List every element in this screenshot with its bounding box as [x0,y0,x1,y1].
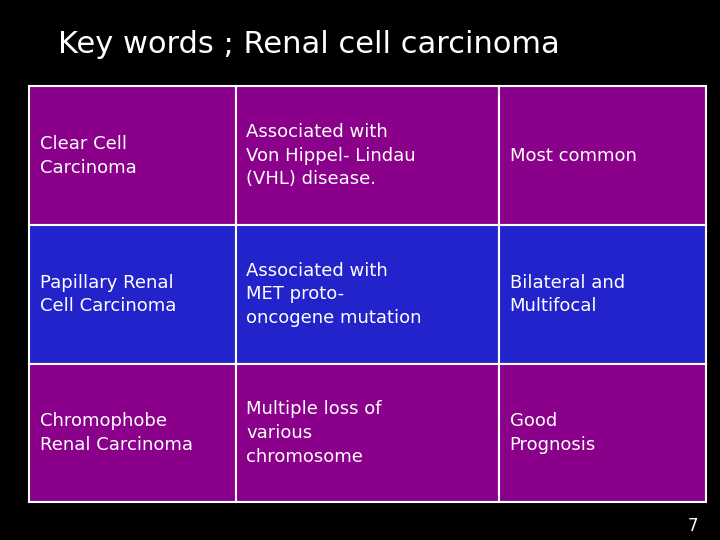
Text: Key words ; Renal cell carcinoma: Key words ; Renal cell carcinoma [58,30,559,59]
Bar [29,363,235,502]
Text: Papillary Renal
Cell Carcinoma: Papillary Renal Cell Carcinoma [40,273,176,315]
Text: Chromophobe
Renal Carcinoma: Chromophobe Renal Carcinoma [40,412,193,454]
Text: Most common: Most common [510,147,636,165]
Text: Clear Cell
Carcinoma: Clear Cell Carcinoma [40,135,136,177]
Bar [499,363,706,502]
Bar [29,225,235,363]
Bar [235,225,499,363]
Text: Associated with
Von Hippel- Lindau
(VHL) disease.: Associated with Von Hippel- Lindau (VHL)… [246,123,416,188]
Bar [235,86,499,225]
Text: Multiple loss of
various
chromosome: Multiple loss of various chromosome [246,400,382,465]
Bar [499,225,706,363]
Text: Bilateral and
Multifocal: Bilateral and Multifocal [510,273,625,315]
Text: Associated with
MET proto-
oncogene mutation: Associated with MET proto- oncogene muta… [246,262,422,327]
Text: 7: 7 [688,517,698,535]
Bar [235,363,499,502]
Bar [499,86,706,225]
Bar [29,86,235,225]
Text: Good
Prognosis: Good Prognosis [510,412,595,454]
